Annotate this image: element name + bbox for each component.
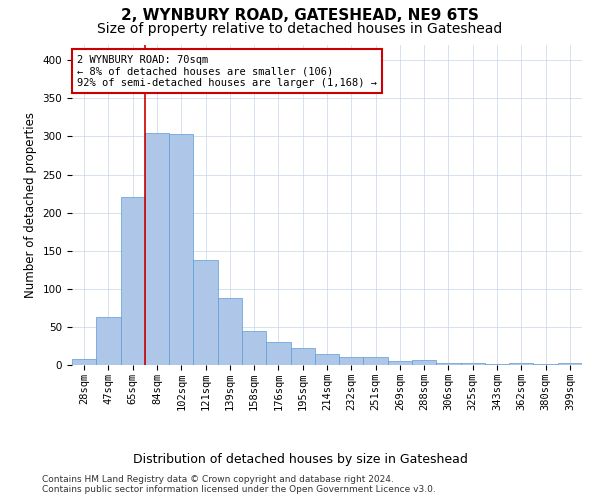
Text: 2 WYNBURY ROAD: 70sqm
← 8% of detached houses are smaller (106)
92% of semi-deta: 2 WYNBURY ROAD: 70sqm ← 8% of detached h… (77, 54, 377, 88)
Bar (72, 359, 96, 365)
Text: Contains HM Land Registry data © Crown copyright and database right 2024.
Contai: Contains HM Land Registry data © Crown c… (42, 474, 436, 494)
Bar (169, 134, 193, 365)
Text: Size of property relative to detached houses in Gateshead: Size of property relative to detached ho… (97, 22, 503, 36)
Bar (218, 298, 242, 365)
Bar (412, 360, 436, 365)
Bar (121, 198, 145, 365)
Text: 2, WYNBURY ROAD, GATESHEAD, NE9 6TS: 2, WYNBURY ROAD, GATESHEAD, NE9 6TS (121, 8, 479, 22)
Bar (145, 132, 169, 365)
Bar (339, 356, 364, 365)
Bar (509, 364, 533, 365)
Bar (290, 348, 315, 365)
Bar (315, 354, 339, 365)
Text: Distribution of detached houses by size in Gateshead: Distribution of detached houses by size … (133, 452, 467, 466)
Bar (461, 364, 485, 365)
Bar (96, 317, 121, 365)
Bar (364, 358, 388, 365)
Bar (193, 260, 218, 365)
Bar (266, 342, 290, 365)
Bar (436, 362, 461, 365)
Bar (242, 330, 266, 365)
Bar (485, 364, 509, 365)
Y-axis label: Number of detached properties: Number of detached properties (24, 112, 37, 298)
Bar (533, 364, 558, 365)
Bar (388, 361, 412, 365)
Bar (558, 362, 582, 365)
